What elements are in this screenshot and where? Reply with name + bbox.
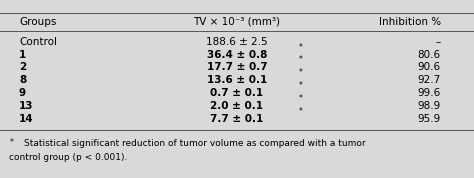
Text: 188.6 ± 2.5: 188.6 ± 2.5 [206, 37, 268, 47]
Text: 92.7: 92.7 [418, 75, 441, 85]
Text: *: * [299, 81, 302, 90]
Text: *: * [9, 138, 13, 148]
Text: 2: 2 [19, 62, 26, 72]
Text: *: * [299, 43, 302, 52]
Text: 14: 14 [19, 114, 34, 124]
Text: 90.6: 90.6 [418, 62, 441, 72]
Text: 17.7 ± 0.7: 17.7 ± 0.7 [207, 62, 267, 72]
Text: 2.0 ± 0.1: 2.0 ± 0.1 [210, 101, 264, 111]
Text: control group (p < 0.001).: control group (p < 0.001). [9, 153, 128, 163]
Text: 13: 13 [19, 101, 34, 111]
Text: *: * [299, 55, 302, 64]
Text: Statistical significant reduction of tumor volume as compared with a tumor: Statistical significant reduction of tum… [24, 138, 365, 148]
Text: 1: 1 [19, 50, 26, 60]
Text: 13.6 ± 0.1: 13.6 ± 0.1 [207, 75, 267, 85]
Text: Control: Control [19, 37, 57, 47]
Text: –: – [436, 37, 441, 47]
Text: *: * [299, 94, 302, 103]
Text: 36.4 ± 0.8: 36.4 ± 0.8 [207, 50, 267, 60]
Text: 0.7 ± 0.1: 0.7 ± 0.1 [210, 88, 264, 98]
Text: *: * [299, 68, 302, 77]
Text: 95.9: 95.9 [418, 114, 441, 124]
Text: 98.9: 98.9 [418, 101, 441, 111]
Text: 80.6: 80.6 [418, 50, 441, 60]
Text: 7.7 ± 0.1: 7.7 ± 0.1 [210, 114, 264, 124]
Text: 9: 9 [19, 88, 26, 98]
Text: *: * [299, 107, 302, 116]
Text: Inhibition %: Inhibition % [379, 17, 441, 27]
Text: 99.6: 99.6 [418, 88, 441, 98]
Text: Groups: Groups [19, 17, 56, 27]
Text: 8: 8 [19, 75, 26, 85]
Text: TV × 10⁻³ (mm³): TV × 10⁻³ (mm³) [193, 17, 281, 27]
